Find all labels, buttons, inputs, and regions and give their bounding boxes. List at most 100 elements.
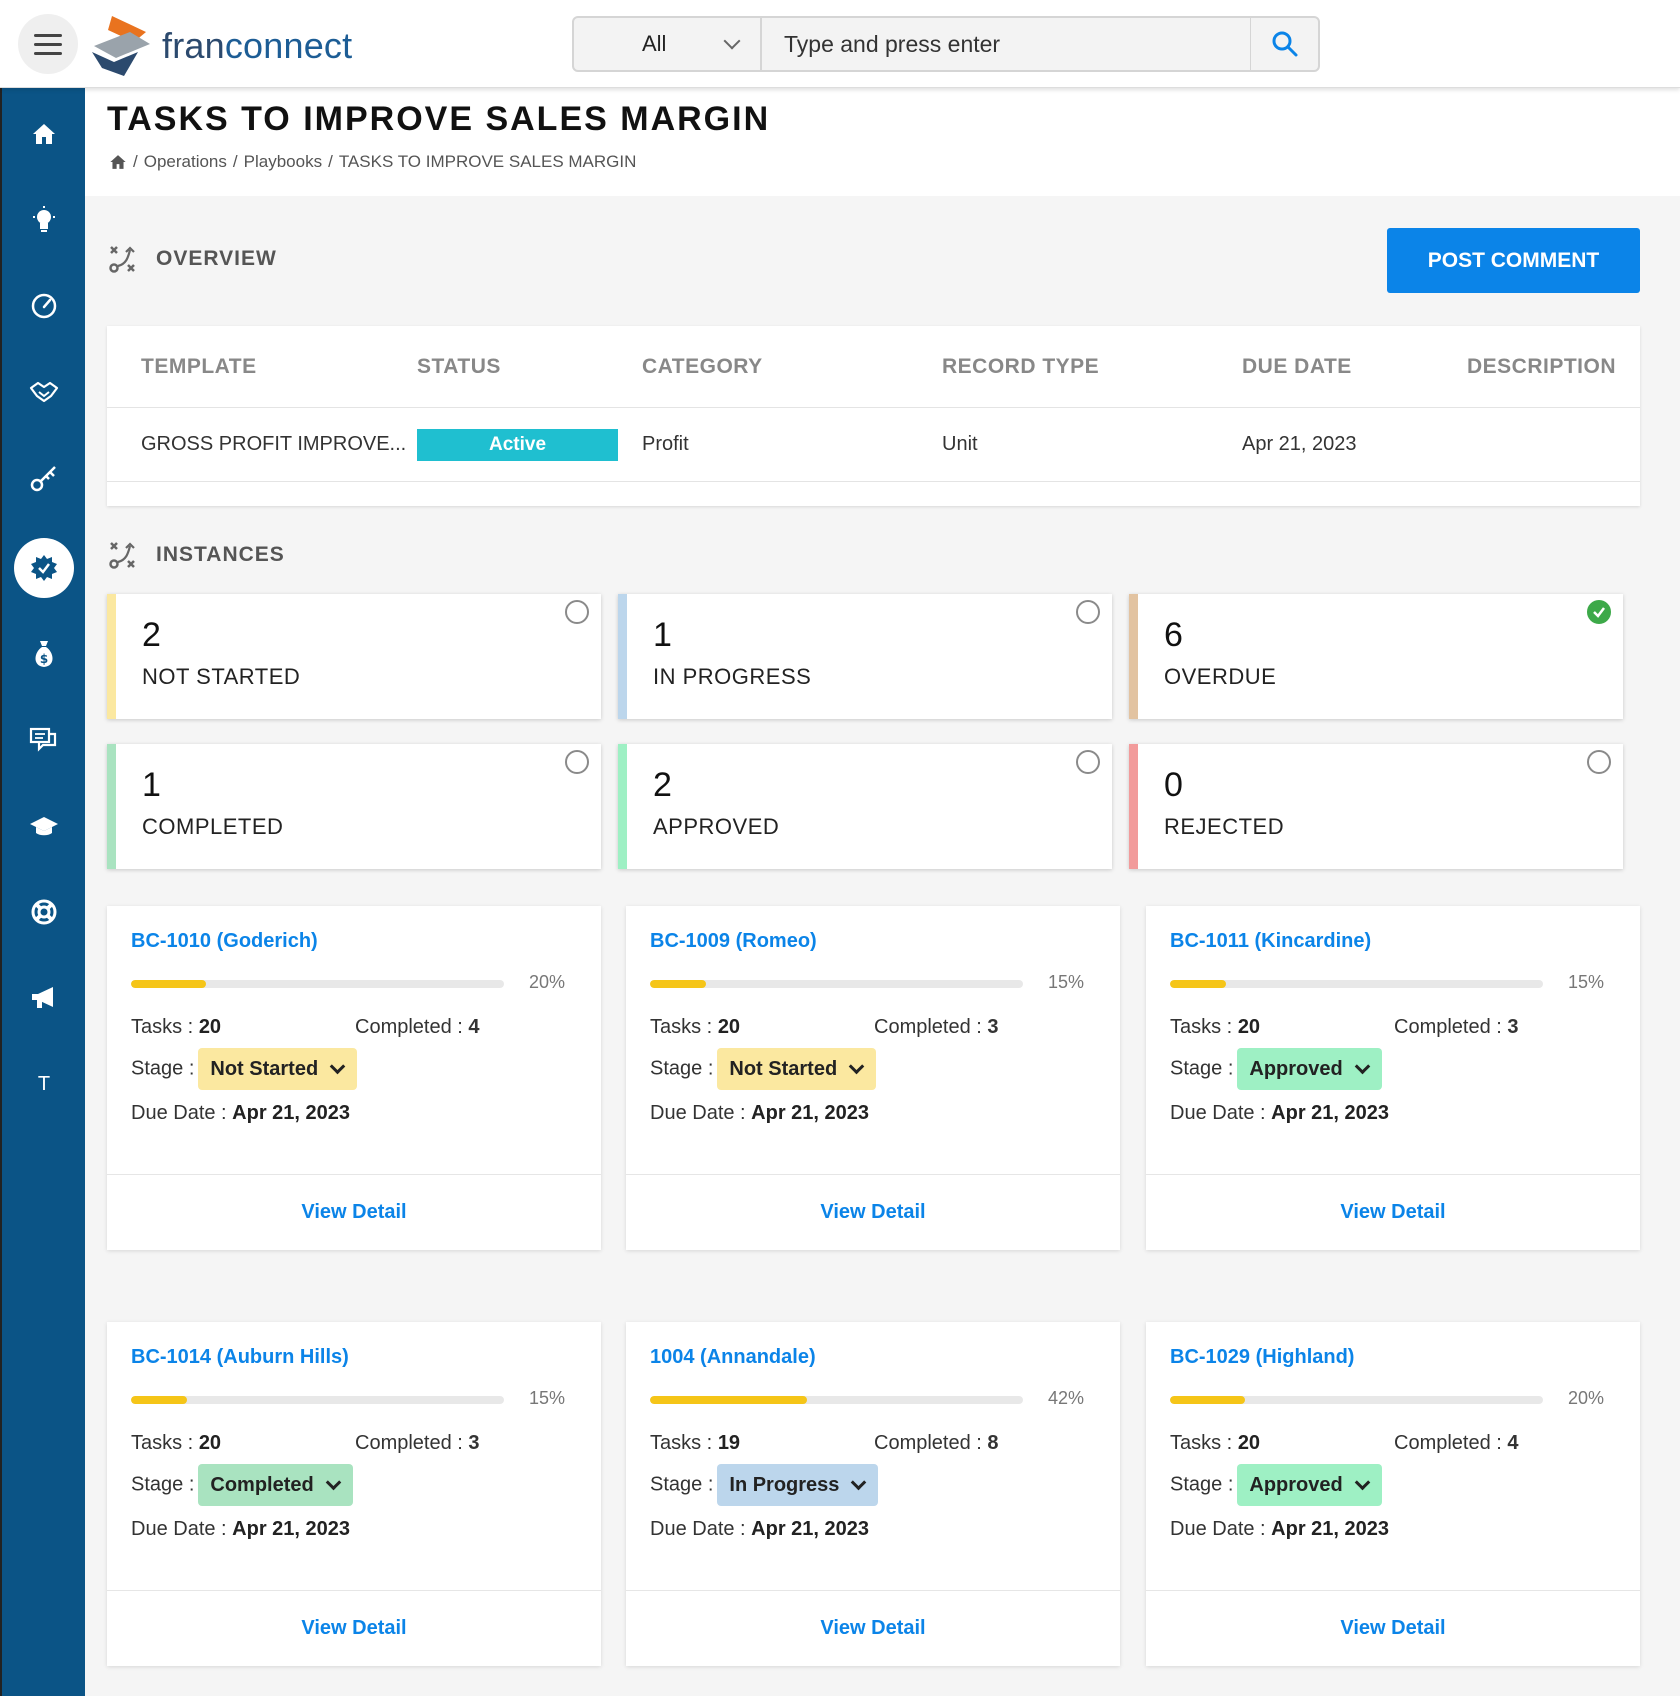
instance-name-link[interactable]: BC-1014 (Auburn Hills): [131, 1346, 349, 1368]
lightbulb-icon: [33, 206, 55, 232]
status-badge: Active: [417, 428, 618, 461]
tile-radio[interactable]: [565, 600, 589, 624]
tile-radio-checked[interactable]: [1587, 600, 1611, 624]
sidebar-item-t[interactable]: T: [14, 1054, 74, 1114]
stage-label: Stage :: [131, 1057, 195, 1080]
handshake-icon: [29, 381, 59, 403]
sidebar-item-training[interactable]: [14, 796, 74, 856]
view-detail-link[interactable]: View Detail: [301, 1201, 407, 1223]
card-footer: View Detail: [626, 1590, 1120, 1666]
stage-select[interactable]: Completed: [198, 1464, 353, 1506]
tile-count: 1: [142, 766, 161, 804]
stage-label: Stage :: [1170, 1057, 1234, 1080]
tile-count: 2: [142, 616, 161, 654]
tile-label: IN PROGRESS: [653, 664, 812, 689]
stage-select[interactable]: Not Started: [198, 1048, 358, 1090]
breadcrumb-operations[interactable]: Operations: [143, 152, 227, 171]
tile-label: NOT STARTED: [142, 664, 301, 689]
stage-select[interactable]: Approved: [1237, 1048, 1382, 1090]
franconnect-logo[interactable]: franconnect: [90, 14, 352, 78]
chevron-down-icon: [329, 1058, 346, 1074]
view-detail-link[interactable]: View Detail: [1340, 1617, 1446, 1639]
table-row: GROSS PROFIT IMPROVE... Active Profit Un…: [107, 408, 1640, 482]
column-header-record-type[interactable]: RECORD TYPE: [942, 354, 1100, 378]
instance-name-link[interactable]: 1004 (Annandale): [650, 1346, 816, 1368]
card-footer: View Detail: [1146, 1590, 1640, 1666]
tile-count: 0: [1164, 766, 1183, 804]
tasks-label: Tasks :: [131, 1432, 194, 1454]
sidebar-item-finance[interactable]: $: [14, 624, 74, 684]
search-button[interactable]: [1250, 18, 1318, 70]
instance-name-link[interactable]: BC-1010 (Goderich): [131, 930, 318, 952]
due-date-value: Apr 21, 2023: [751, 1518, 870, 1540]
tasks-line: Tasks : 20: [1170, 1016, 1260, 1039]
tasks-label: Tasks :: [1170, 1432, 1233, 1454]
tasks-value: 20: [1237, 1432, 1261, 1454]
search-input[interactable]: [762, 18, 1250, 70]
column-header-description[interactable]: DESCRIPTION: [1467, 354, 1617, 378]
breadcrumb-home-icon[interactable]: [109, 153, 127, 171]
overview-header-row: TEMPLATE STATUS CATEGORY RECORD TYPE DUE…: [107, 326, 1640, 408]
search-scope-select[interactable]: All: [574, 18, 762, 70]
stage-line: Stage : Approved: [1170, 1464, 1382, 1506]
view-detail-link[interactable]: View Detail: [820, 1617, 926, 1639]
completed-label: Completed :: [874, 1432, 982, 1454]
due-date-label: Due Date :: [650, 1518, 746, 1540]
sidebar-item-home[interactable]: [14, 104, 74, 164]
due-date-value: Apr 21, 2023: [751, 1102, 870, 1124]
stage-value: Completed: [210, 1473, 314, 1496]
stage-value: Not Started: [729, 1057, 838, 1080]
view-detail-link[interactable]: View Detail: [820, 1201, 926, 1223]
sidebar-item-operations[interactable]: [14, 538, 74, 598]
status-tile-completed[interactable]: 1 COMPLETED: [107, 744, 601, 869]
template-link[interactable]: GROSS PROFIT IMPROVE...: [141, 433, 407, 455]
instance-card: BC-1029 (Highland) 20% Tasks : 20 Completed…: [1146, 1322, 1640, 1666]
instance-card: BC-1010 (Goderich) 20% Tasks : 20 Completed…: [107, 906, 601, 1250]
instance-name-link[interactable]: BC-1029 (Highland): [1170, 1346, 1355, 1368]
sidebar-item-access[interactable]: [14, 448, 74, 508]
progress-fill: [650, 980, 706, 988]
sidebar-item-ideas[interactable]: [14, 190, 74, 250]
sidebar-item-marketing[interactable]: [14, 968, 74, 1028]
status-tile-overdue[interactable]: 6 OVERDUE: [1129, 594, 1623, 719]
tile-radio[interactable]: [565, 750, 589, 774]
view-detail-link[interactable]: View Detail: [301, 1617, 407, 1639]
sidebar-item-dashboard[interactable]: [14, 276, 74, 336]
tile-label: COMPLETED: [142, 814, 284, 839]
breadcrumb-playbooks[interactable]: Playbooks: [243, 152, 323, 171]
completed-value: 3: [468, 1432, 480, 1454]
column-header-category[interactable]: CATEGORY: [642, 354, 763, 378]
card-footer: View Detail: [1146, 1174, 1640, 1250]
tile-radio[interactable]: [1076, 600, 1100, 624]
tile-radio[interactable]: [1587, 750, 1611, 774]
completed-label: Completed :: [874, 1016, 982, 1038]
view-detail-link[interactable]: View Detail: [1340, 1201, 1446, 1223]
sidebar-item-partners[interactable]: [14, 362, 74, 422]
instance-name-link[interactable]: BC-1009 (Romeo): [650, 930, 817, 952]
column-header-due-date[interactable]: DUE DATE: [1242, 354, 1352, 378]
logo-wordmark: franconnect: [162, 25, 353, 66]
status-tile-not-started[interactable]: 2 NOT STARTED: [107, 594, 601, 719]
due-date-value: Apr 21, 2023: [1271, 1102, 1390, 1124]
stage-select[interactable]: Not Started: [717, 1048, 877, 1090]
sidebar-item-support[interactable]: [14, 882, 74, 942]
instance-name-link[interactable]: BC-1011 (Kincardine): [1170, 930, 1372, 952]
due-date-value: Apr 21, 2023: [232, 1518, 351, 1540]
completed-label: Completed :: [1394, 1432, 1502, 1454]
post-comment-button[interactable]: POST COMMENT: [1387, 228, 1640, 293]
status-tile-in-progress[interactable]: 1 IN PROGRESS: [618, 594, 1112, 719]
strategy-icon: [109, 246, 135, 273]
column-header-template[interactable]: TEMPLATE: [141, 354, 257, 378]
column-header-status[interactable]: STATUS: [417, 354, 501, 378]
hamburger-menu-button[interactable]: [18, 14, 78, 74]
stage-select[interactable]: In Progress: [717, 1464, 879, 1506]
instance-card: BC-1011 (Kincardine) 15% Tasks : 20 Complet…: [1146, 906, 1640, 1250]
sidebar-item-messages[interactable]: [14, 710, 74, 770]
stage-select[interactable]: Approved: [1237, 1464, 1382, 1506]
stage-label: Stage :: [131, 1473, 195, 1496]
instance-card: BC-1009 (Romeo) 15% Tasks : 20 Completed : …: [626, 906, 1120, 1250]
tile-radio[interactable]: [1076, 750, 1100, 774]
status-tile-rejected[interactable]: 0 REJECTED: [1129, 744, 1623, 869]
status-tile-approved[interactable]: 2 APPROVED: [618, 744, 1112, 869]
due-date-label: Due Date :: [131, 1518, 227, 1540]
